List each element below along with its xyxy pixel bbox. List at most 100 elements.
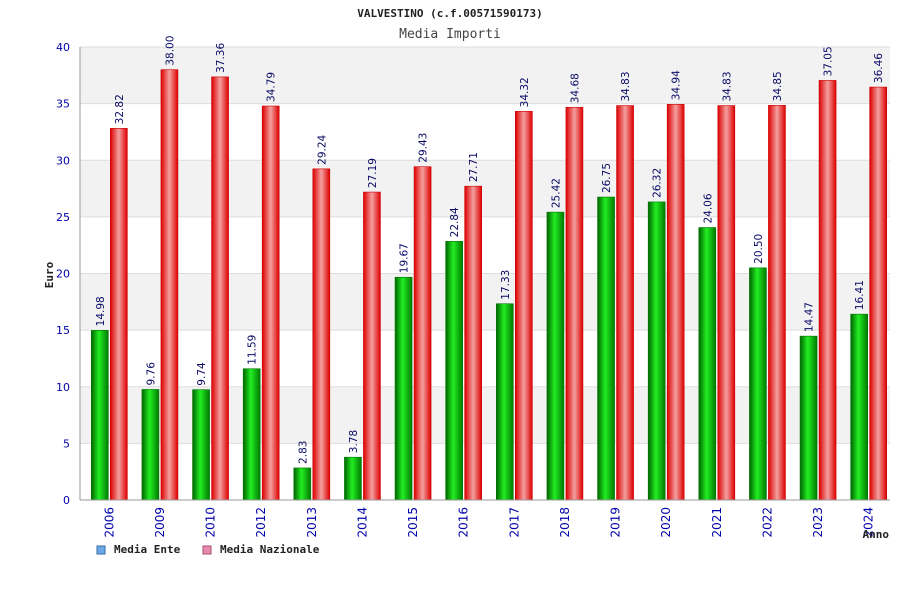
bar-value-label: 27.71 (468, 152, 480, 182)
bar-media-ente (141, 389, 160, 501)
bar-value-label: 9.74 (196, 362, 208, 386)
bar-media-nazionale (413, 166, 432, 501)
bars (91, 69, 887, 501)
x-tick-label: 2014 (355, 507, 369, 538)
chart-title: VALVESTINO (c.f.00571590173) (357, 7, 542, 20)
bar-media-nazionale (869, 86, 887, 501)
bar-media-ente (597, 196, 615, 501)
bar-media-ente (293, 467, 312, 501)
bar-value-label: 19.67 (399, 243, 411, 273)
bar-value-label: 26.32 (652, 168, 664, 198)
legend: Media Ente Media Nazionale (96, 543, 320, 556)
legend-swatch-media-nazionale (202, 545, 212, 555)
bar-value-label: 2.83 (297, 441, 309, 464)
bar-value-label: 34.32 (519, 77, 531, 107)
x-tick-label: 2006 (102, 507, 116, 538)
bar-media-nazionale (363, 191, 381, 501)
y-tick-label: 15 (56, 324, 70, 337)
y-tick-label: 10 (56, 381, 70, 394)
bar-value-label: 14.47 (804, 302, 816, 332)
bar-value-label: 32.82 (114, 94, 126, 124)
bar-media-ente (850, 313, 868, 501)
bar-media-nazionale (160, 69, 179, 501)
legend-swatch-media-ente (96, 545, 106, 555)
x-tick-label: 2022 (760, 507, 774, 538)
legend-label-media-ente: Media Ente (114, 543, 181, 556)
x-axis-ticks: 2006 2009 2010 2012 2013 2014 2015 2016 2017 2018… (102, 507, 875, 538)
x-tick-label: 2012 (254, 507, 268, 538)
x-tick-label: 2009 (153, 507, 167, 538)
bar-value-label: 34.85 (772, 71, 784, 101)
bar-media-nazionale (261, 105, 280, 501)
chart-subtitle: Media Importi (399, 27, 501, 42)
bar-media-ente (91, 330, 109, 501)
y-tick-label: 5 (63, 437, 70, 450)
bar-value-label: 38.00 (164, 36, 176, 66)
x-tick-label: 2015 (406, 507, 420, 538)
x-tick-label: 2013 (305, 507, 319, 538)
bar-media-ente (192, 389, 210, 501)
bar-value-label: 26.75 (601, 163, 613, 193)
x-tick-label: 2018 (558, 507, 572, 538)
bar-value-label: 34.68 (569, 73, 581, 103)
bar-media-nazionale (464, 185, 482, 501)
y-tick-label: 25 (56, 211, 70, 224)
bar-value-label: 3.78 (348, 430, 360, 453)
bar-value-label: 9.76 (145, 362, 157, 386)
x-tick-label: 2016 (457, 507, 471, 538)
bar-media-ente (496, 303, 514, 501)
bar-media-ente (445, 241, 463, 501)
bar-value-label: 34.94 (671, 70, 683, 100)
bar-value-label: 37.05 (823, 46, 835, 76)
bar-value-label: 17.33 (500, 270, 512, 300)
x-tick-label: 2021 (710, 507, 724, 538)
x-tick-label: 2024 (862, 507, 876, 538)
bar-value-label: 36.46 (873, 53, 885, 83)
bar-value-label: 29.24 (316, 134, 328, 164)
bar-value-label: 11.59 (247, 335, 259, 365)
y-tick-label: 20 (56, 268, 70, 281)
bar-media-ente (394, 276, 413, 501)
x-tick-label: 2023 (811, 507, 825, 538)
bar-media-ente (647, 201, 666, 501)
bar-value-labels: 14.98 32.82 9.76 38.00 9.74 37.36 11.59 34.79 2.… (95, 36, 885, 464)
x-tick-label: 2010 (204, 507, 218, 538)
bar-value-label: 20.50 (753, 234, 765, 264)
x-tick-label: 2020 (659, 507, 673, 538)
bar-media-nazionale (110, 128, 128, 501)
bar-media-nazionale (565, 106, 584, 501)
bar-media-nazionale (312, 168, 331, 501)
bar-media-ente (546, 211, 565, 501)
bar-media-nazionale (616, 105, 634, 501)
bar-value-label: 14.98 (95, 296, 107, 326)
bar-value-label: 29.43 (418, 133, 430, 163)
bar-value-label: 24.06 (702, 193, 714, 223)
bar-media-ente (242, 368, 261, 501)
bar-value-label: 22.84 (449, 207, 461, 237)
bar-value-label: 16.41 (854, 280, 866, 310)
bar-value-label: 34.79 (266, 72, 278, 102)
bar-value-label: 27.19 (367, 158, 379, 188)
bar-media-nazionale (768, 105, 786, 501)
bar-media-nazionale (515, 111, 533, 501)
bar-media-ente (344, 456, 362, 501)
y-tick-label: 35 (56, 98, 70, 111)
bar-media-ente (749, 267, 767, 501)
x-tick-label: 2019 (609, 507, 623, 538)
y-axis-label: Euro (43, 261, 56, 288)
bar-media-ente (698, 227, 717, 501)
x-tick-label: 2017 (507, 507, 521, 538)
background-band (80, 47, 890, 104)
bar-media-nazionale (818, 80, 837, 501)
bar-value-label: 34.83 (620, 71, 632, 101)
x-axis-label: Anno (863, 528, 890, 541)
y-axis-ticks: 0 5 10 15 20 25 30 35 40 (56, 41, 70, 507)
bar-media-ente (799, 335, 818, 501)
legend-label-media-nazionale: Media Nazionale (220, 543, 320, 556)
y-tick-label: 0 (63, 494, 70, 507)
bar-value-label: 34.83 (721, 71, 733, 101)
bar-media-nazionale (666, 104, 685, 501)
bar-value-label: 25.42 (550, 178, 562, 208)
bar-media-nazionale (717, 105, 736, 501)
